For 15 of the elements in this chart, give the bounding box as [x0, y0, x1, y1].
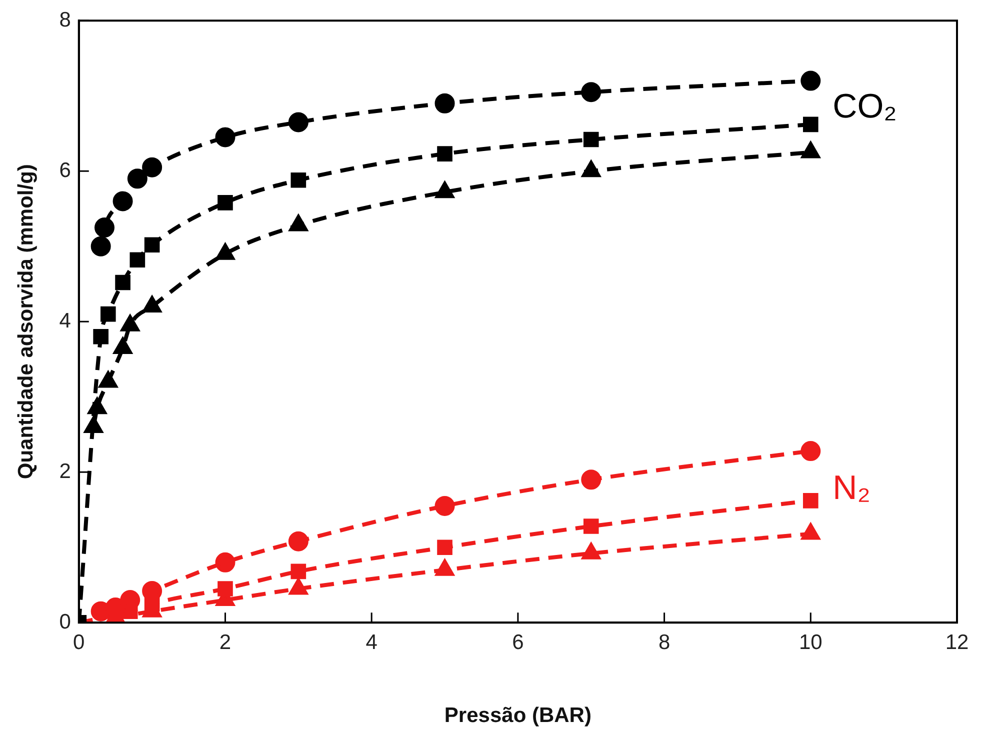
x-tick-label: 2	[219, 630, 232, 654]
annotation: N₂	[832, 469, 870, 508]
x-axis-title: Pressão (BAR)	[444, 704, 592, 728]
y-axis-title: Quantidade adsorvida (mmol/g)	[14, 164, 38, 480]
y-tick-label: 2	[59, 460, 71, 483]
x-tick-label: 6	[512, 630, 524, 654]
y-tick-label: 4	[59, 309, 72, 332]
x-tick-label: 8	[658, 630, 670, 654]
annotation: CO₂	[832, 88, 897, 126]
x-tick-label: 4	[366, 630, 378, 654]
x-tick-label: 12	[945, 630, 969, 654]
y-tick-label: 6	[59, 158, 71, 182]
y-tick-label: 0	[59, 610, 71, 634]
x-tick-label: 10	[798, 630, 822, 654]
y-tick-label: 8	[59, 8, 71, 32]
